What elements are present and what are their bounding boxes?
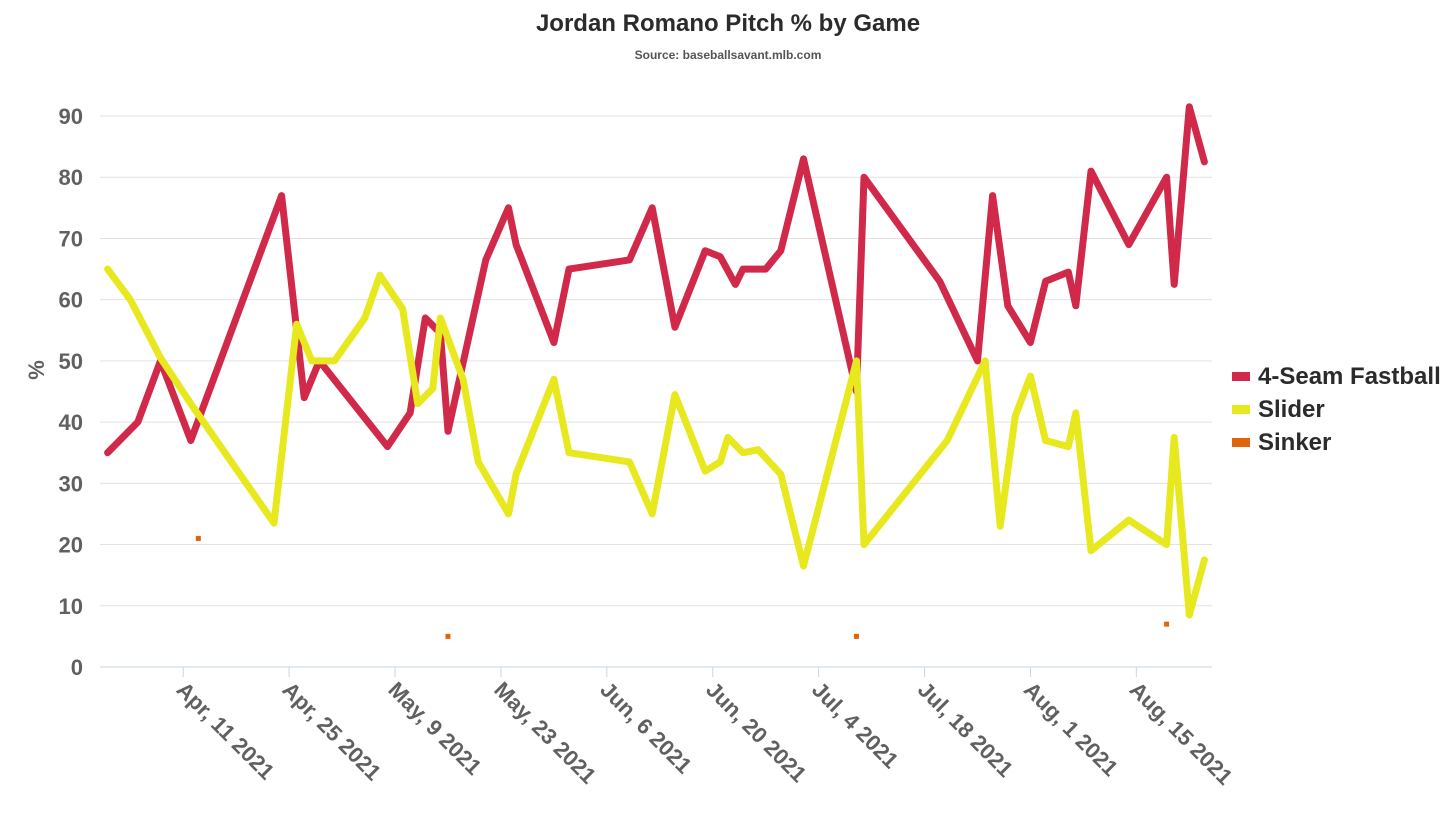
legend-label-sinker: Sinker: [1258, 428, 1332, 456]
x-tick-label: Aug, 1 2021: [1019, 677, 1123, 781]
chart-subtitle: Source: baseballsavant.mlb.com: [634, 48, 822, 62]
y-tick-label: 60: [59, 288, 83, 313]
y-tick-label: 10: [59, 594, 83, 619]
y-tick-label: 70: [59, 226, 83, 251]
legend-swatch-sinker: [1232, 438, 1250, 447]
y-tick-label: 90: [59, 104, 83, 129]
data-point-sinker: [1164, 621, 1170, 627]
y-tick-label: 50: [59, 349, 83, 374]
y-tick-label: 20: [59, 533, 83, 558]
legend-item-slider[interactable]: Slider: [1232, 393, 1441, 426]
data-point-sinker: [195, 535, 201, 541]
y-axis-ticks: 0 10 20 30 40 50 60 70 80 90: [59, 104, 83, 680]
chart-title: Jordan Romano Pitch % by Game: [535, 10, 921, 37]
y-tick-label: 30: [59, 471, 83, 496]
x-tick-label: Jul, 18 2021: [913, 677, 1018, 782]
y-tick-label: 80: [59, 165, 83, 190]
x-tick-label: Aug, 15 2021: [1125, 677, 1238, 790]
x-tick-label: Apr, 25 2021: [278, 677, 386, 785]
x-tick-label: Jun, 20 2021: [701, 677, 811, 787]
x-tick-label: May, 23 2021: [489, 677, 601, 789]
legend-swatch-slider: [1232, 405, 1250, 414]
y-tick-label: 40: [59, 410, 83, 435]
legend-item-sinker[interactable]: Sinker: [1232, 426, 1441, 459]
data-point-sinker: [445, 633, 451, 639]
x-tick-label: Jun, 6 2021: [595, 677, 697, 779]
series-line-4-seam-fastball: [104, 103, 1208, 457]
series-line-slider: [104, 265, 1208, 619]
legend-item-fastball[interactable]: 4-Seam Fastball: [1232, 360, 1441, 393]
legend-label-slider: Slider: [1258, 395, 1325, 423]
legend: 4-Seam Fastball Slider Sinker: [1232, 360, 1441, 459]
x-tick-label: Jul, 4 2021: [807, 677, 903, 773]
x-tick-label: May, 9 2021: [383, 677, 486, 780]
legend-label-fastball: 4-Seam Fastball: [1258, 362, 1441, 390]
y-axis-label: %: [24, 360, 49, 380]
data-point-sinker: [853, 633, 859, 639]
legend-swatch-fastball: [1232, 372, 1250, 381]
y-tick-label: 0: [71, 655, 83, 680]
series-group: [104, 103, 1208, 639]
x-tick-label: Apr, 11 2021: [172, 677, 280, 785]
grid-lines: [100, 115, 1212, 668]
